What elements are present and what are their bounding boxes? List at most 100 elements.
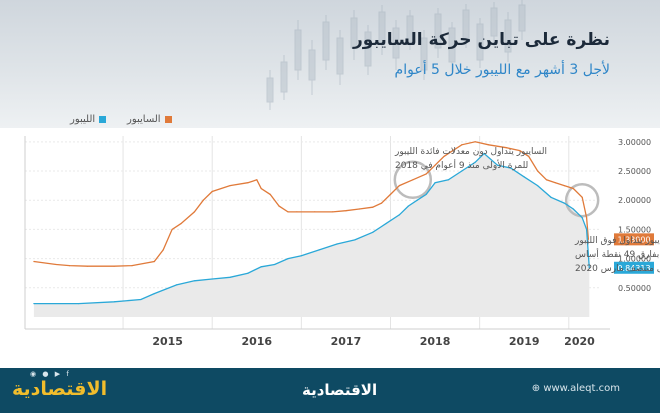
line-chart: 0.50000 1.00000 1.50000 2.00000 2.50000 3.000… [24, 136, 660, 348]
libor-point [336, 243, 338, 245]
saibor-point [345, 210, 347, 212]
annotation-spread-line: حتى منتصف مارس 2020 [575, 264, 660, 274]
saibor-point [487, 144, 490, 146]
saibor-point [389, 193, 392, 195]
libor-end-label: 0.84313 [617, 264, 650, 273]
chart-title: نظرة على تباين حركة السايبور [352, 30, 610, 50]
globe-icon: ⊕ [531, 383, 544, 394]
libor-swatch [99, 115, 107, 123]
saibor-line [33, 141, 590, 267]
libor-end-label-box [614, 261, 654, 274]
libor-area-fill [33, 153, 590, 317]
libor-point [496, 164, 499, 166]
saibor-point [269, 193, 271, 195]
header-banner: نظرة على تباين حركة السايبور لأجل 3 أشهر… [0, 0, 660, 128]
libor-point [193, 280, 195, 282]
saibor-end-label: 1.33000 [617, 235, 650, 244]
saibor-point [314, 211, 316, 213]
twitter-icon[interactable]: ● [42, 370, 51, 378]
site-url[interactable]: ⊕ www.aleqt.com [532, 383, 620, 394]
libor-point [274, 263, 276, 266]
x-tick-label: 2017 [331, 335, 362, 348]
saibor-point [68, 265, 71, 267]
saibor-point [229, 185, 231, 187]
libor-point [447, 179, 450, 181]
libor-point [229, 276, 231, 278]
saibor-point [131, 265, 133, 267]
saibor-point [474, 141, 476, 143]
libor-point [416, 199, 418, 201]
y-tick-label: 1.00000 [618, 255, 651, 264]
saibor-point [380, 202, 383, 204]
saibor-point [358, 208, 360, 210]
saibor-point [398, 185, 401, 187]
libor-point [300, 255, 302, 257]
libor-point [483, 152, 485, 155]
libor-point [153, 293, 155, 295]
chart-area: 0.50000 1.00000 1.50000 2.00000 2.50000 3.000… [0, 128, 660, 368]
brand-logo-center: الاقتصادية [302, 381, 378, 399]
libor-point [550, 196, 552, 198]
saibor-point [180, 222, 182, 225]
saibor-point [434, 164, 436, 166]
libor-point [523, 176, 525, 178]
saibor-point [193, 211, 195, 213]
saibor-point [536, 170, 539, 172]
camera-icon[interactable]: ◉ [30, 370, 39, 378]
saibor-point [528, 155, 530, 158]
saibor-point [572, 187, 574, 190]
annotation-crossover-line: للمرة الأولى منذ 9 أعوام في 2018 [395, 159, 528, 171]
y-tick-label: 3.00000 [618, 138, 651, 147]
x-tick-label: 2019 [509, 335, 540, 348]
libor-point [563, 202, 565, 204]
saibor-point [372, 206, 374, 208]
libor-point [77, 302, 80, 305]
saibor-point [452, 149, 454, 152]
libor-point [211, 278, 213, 280]
saibor-point [586, 217, 588, 219]
saibor-point [55, 263, 57, 266]
saibor-point [519, 149, 521, 152]
saibor-point [587, 238, 590, 240]
legend-item-libor: الليبور [70, 112, 107, 126]
saibor-point [505, 147, 507, 149]
saibor-point [256, 179, 258, 181]
libor-point [407, 205, 409, 207]
libor-point [536, 185, 539, 187]
libor-point [318, 249, 320, 251]
libor-point [140, 298, 142, 301]
libor-point [581, 217, 583, 219]
saibor-point [412, 179, 414, 181]
x-tick-label: 2020 [564, 335, 595, 348]
x-tick-label: 2018 [420, 335, 451, 348]
saibor-point [260, 187, 262, 190]
saibor-point [171, 228, 173, 231]
libor-point [33, 302, 35, 305]
saibor-point [296, 211, 298, 213]
saibor-point [211, 190, 213, 193]
libor-line [33, 152, 590, 305]
legend-label-saibor: السايبور [127, 113, 161, 125]
saibor-point [563, 185, 565, 187]
brand-logo-left: الاقتصادية [12, 378, 108, 400]
legend-item-saibor: السايبور [127, 112, 172, 126]
y-tick-label: 0.50000 [618, 284, 651, 293]
libor-point [434, 182, 436, 184]
saibor-point [554, 182, 557, 184]
saibor-point [443, 155, 445, 158]
x-tick-label: 2015 [152, 335, 183, 348]
x-tick-label: 2016 [241, 335, 272, 348]
libor-point [260, 266, 262, 268]
annotation-spread-line: السايبور يتداول فوق الليبور [574, 236, 660, 246]
youtube-icon[interactable]: ▶ [54, 370, 63, 378]
saibor-point [86, 265, 89, 267]
y-tick-label: 2.50000 [618, 167, 651, 176]
legend-label-libor: الليبور [70, 113, 96, 125]
saibor-point [581, 196, 583, 198]
libor-point [372, 231, 374, 233]
facebook-icon[interactable]: f [66, 370, 71, 378]
libor-point [510, 167, 512, 169]
libor-point [113, 301, 115, 303]
annotation-spread-line: بفارق 49 نقطة أساس [575, 248, 659, 260]
saibor-point [331, 211, 334, 213]
